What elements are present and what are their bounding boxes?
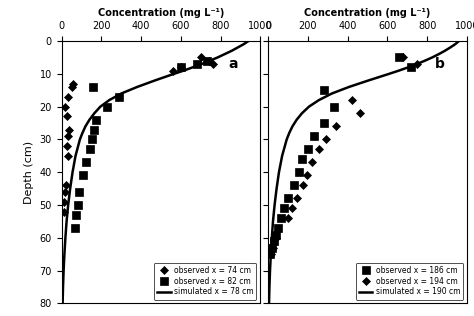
X-axis label: Concentration (mg L⁻¹): Concentration (mg L⁻¹) [304, 8, 431, 18]
Legend: observed x = 74 cm, observed x = 82 cm, simulated x = 78 cm: observed x = 74 cm, observed x = 82 cm, … [154, 263, 256, 300]
Legend: observed x = 186 cm, observed x = 194 cm, simulated x = 190 cm: observed x = 186 cm, observed x = 194 cm… [356, 263, 463, 300]
X-axis label: Concentration (mg L⁻¹): Concentration (mg L⁻¹) [98, 8, 224, 18]
Text: b: b [435, 57, 445, 71]
Text: a: a [228, 57, 238, 71]
Y-axis label: Depth (cm): Depth (cm) [24, 141, 34, 204]
